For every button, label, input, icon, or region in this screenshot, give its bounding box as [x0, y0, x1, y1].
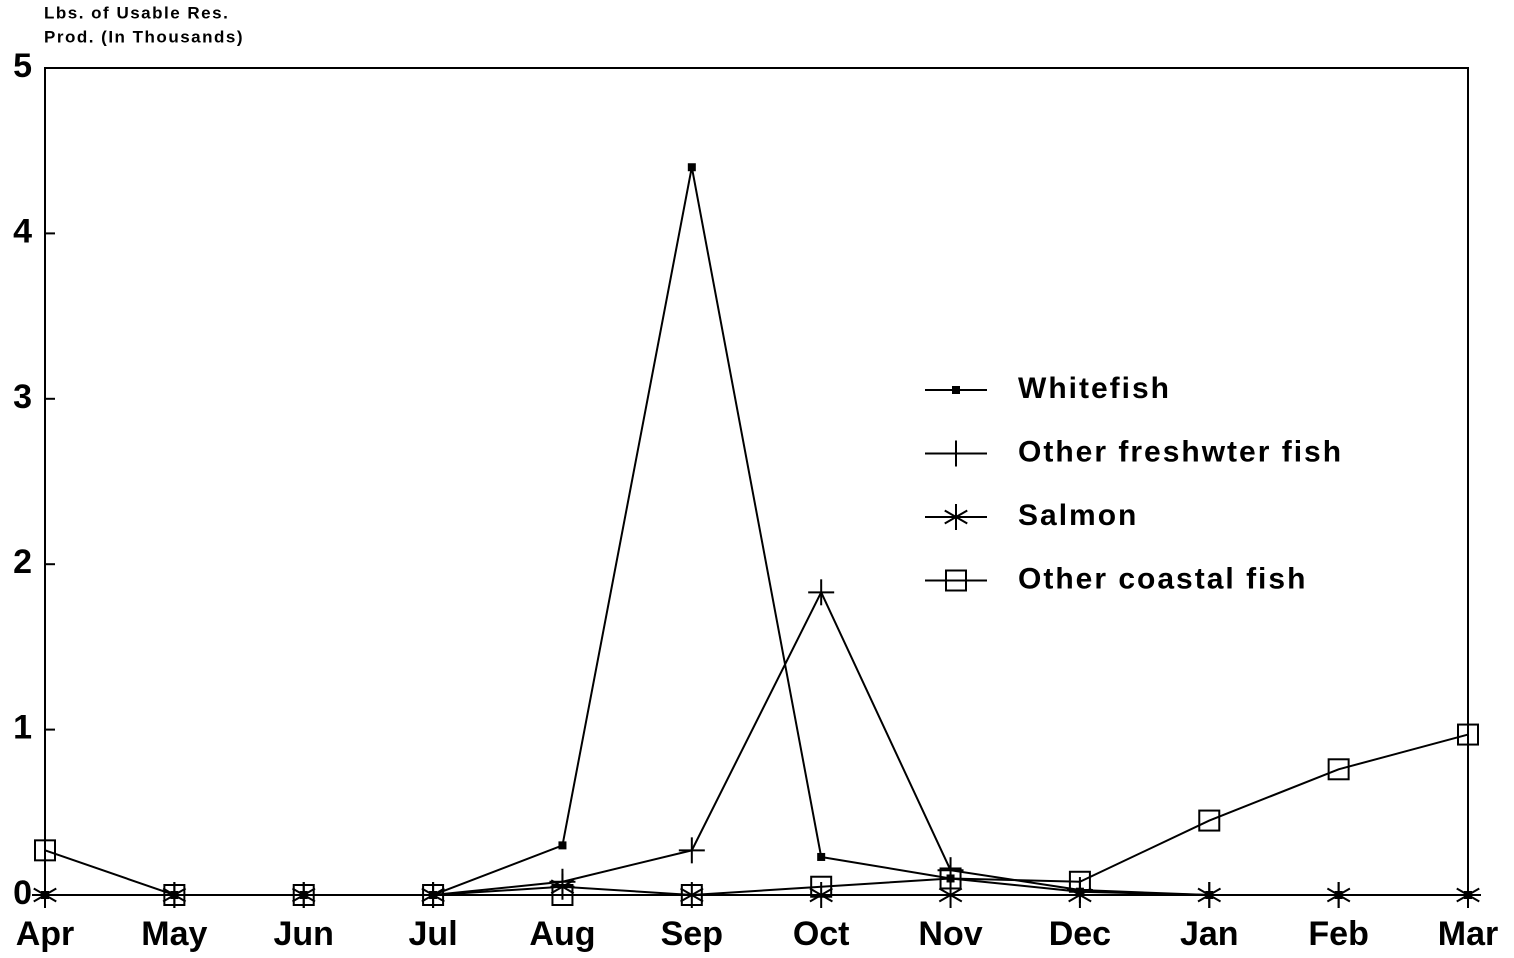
marker [808, 579, 835, 606]
marker [558, 841, 567, 850]
marker-square [1327, 758, 1350, 781]
marker-dot [558, 841, 567, 850]
marker [292, 884, 315, 906]
legend-item: Salmon [925, 499, 1138, 532]
marker [678, 837, 705, 864]
marker [33, 882, 57, 908]
marker-dot [817, 852, 826, 861]
y-tick-label: 1 [13, 709, 32, 747]
marker [1067, 882, 1092, 908]
legend-label: Salmon [1018, 499, 1138, 532]
marker-square [810, 875, 833, 898]
marker-square [292, 884, 315, 906]
marker [943, 440, 969, 467]
marker [952, 386, 960, 394]
marker-square [551, 884, 574, 906]
marker-square [1068, 870, 1091, 893]
marker-square [680, 884, 703, 906]
marker [817, 852, 826, 861]
y-axis-label: Prod. (In Thousands) [44, 27, 244, 46]
legend-item: Whitefish [925, 372, 1171, 405]
marker-square [1198, 809, 1221, 832]
marker [939, 867, 962, 890]
marker [1456, 882, 1480, 908]
marker [551, 884, 574, 906]
y-tick-label: 0 [13, 874, 32, 912]
x-tick-label: Sep [661, 915, 723, 953]
x-tick-label: Feb [1308, 915, 1368, 953]
marker [809, 882, 834, 908]
marker [34, 839, 56, 862]
plot-frame [44, 67, 1469, 896]
marker [945, 569, 967, 592]
marker [944, 504, 968, 530]
y-tick-label: 4 [13, 212, 32, 250]
y-tick-label: 5 [13, 47, 32, 85]
legend-label: Whitefish [1018, 372, 1171, 405]
marker-square [163, 884, 186, 906]
marker [1068, 870, 1091, 893]
legend-item: Other coastal fish [925, 562, 1307, 595]
marker [163, 884, 186, 906]
x-tick-label: Dec [1049, 915, 1111, 953]
y-tick-label: 3 [13, 378, 32, 416]
x-tick-label: Aug [529, 915, 595, 953]
marker-dot [952, 386, 960, 394]
marker [1327, 758, 1350, 781]
marker-square [945, 569, 967, 592]
x-tick-label: May [141, 915, 207, 953]
marker [938, 882, 963, 908]
marker [1197, 882, 1222, 908]
marker [1457, 723, 1479, 746]
marker-square [34, 839, 56, 862]
y-axis-label: Lbs. of Usable Res. [44, 3, 229, 22]
legend-label: Other coastal fish [1018, 562, 1307, 595]
marker [687, 163, 696, 172]
series-line [45, 590, 1468, 896]
series-line [45, 167, 1468, 896]
legend-item: Other freshwter fish [925, 435, 1343, 468]
x-tick-label: Nov [918, 915, 982, 953]
marker [1326, 882, 1351, 908]
marker-dot [687, 163, 696, 172]
marker-square [1457, 723, 1479, 746]
marker [680, 884, 703, 906]
legend-label: Other freshwter fish [1018, 435, 1343, 468]
x-tick-label: Apr [16, 915, 75, 953]
x-tick-label: Oct [793, 915, 850, 953]
x-tick-label: Jan [1180, 915, 1239, 953]
marker [810, 875, 833, 898]
x-tick-label: Mar [1438, 915, 1498, 953]
marker [1198, 809, 1221, 832]
marker-square [939, 867, 962, 890]
marker-square [422, 884, 445, 906]
x-tick-label: Jun [274, 915, 334, 953]
marker [422, 884, 445, 906]
y-tick-label: 2 [13, 543, 32, 581]
x-tick-label: Jul [409, 915, 458, 953]
series-line [44, 733, 1469, 896]
